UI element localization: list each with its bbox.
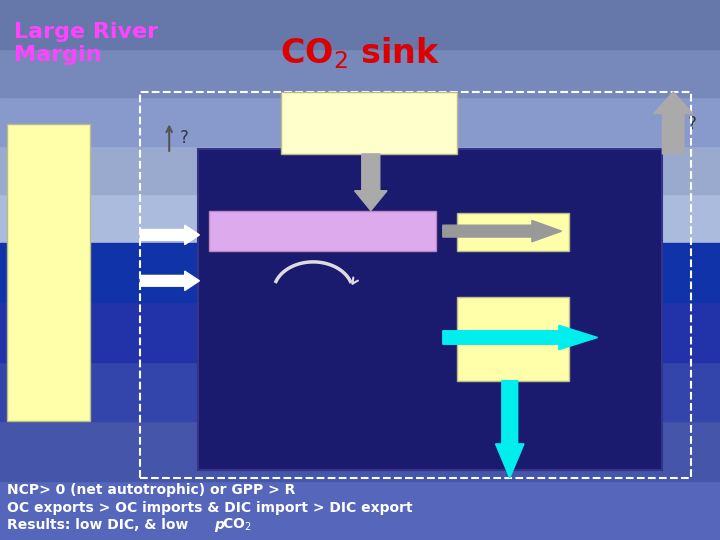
Text: CO$_2$ sink: CO$_2$ sink bbox=[280, 35, 440, 71]
Text: NCP> 0 (net autotrophic) or GPP > R: NCP> 0 (net autotrophic) or GPP > R bbox=[7, 483, 296, 497]
Text: TOC, DIC,: TOC, DIC, bbox=[48, 241, 57, 304]
Bar bbox=[0, 0, 720, 49]
Polygon shape bbox=[443, 325, 598, 350]
Bar bbox=[0, 362, 720, 421]
Bar bbox=[0, 97, 720, 146]
Polygon shape bbox=[355, 154, 387, 211]
Bar bbox=[209, 211, 436, 251]
Text: OC: OC bbox=[464, 354, 484, 367]
Bar bbox=[0, 194, 720, 243]
Text: Large River
Margin: Large River Margin bbox=[14, 22, 158, 65]
Bar bbox=[0, 302, 720, 362]
Polygon shape bbox=[140, 271, 199, 291]
Bar bbox=[0, 243, 720, 302]
Text: ?: ? bbox=[688, 115, 696, 133]
Text: Net Autotrophic: Net Autotrophic bbox=[250, 224, 395, 238]
Bar bbox=[7, 124, 90, 421]
Text: CO$_2$ deficit: CO$_2$ deficit bbox=[349, 292, 423, 308]
FancyBboxPatch shape bbox=[198, 148, 662, 470]
Text: CO$_2$: CO$_2$ bbox=[222, 517, 251, 533]
Text: ex: ex bbox=[509, 234, 520, 243]
Text: Results: low DIC, & low: Results: low DIC, & low bbox=[7, 518, 194, 532]
Text: OC exports > OC imports & DIC import > DIC export: OC exports > OC imports & DIC import > D… bbox=[7, 501, 413, 515]
Text: High: High bbox=[464, 308, 497, 321]
Bar bbox=[0, 421, 720, 481]
Polygon shape bbox=[495, 381, 524, 478]
Text: ?: ? bbox=[180, 129, 189, 147]
Bar bbox=[0, 49, 720, 97]
Text: p: p bbox=[215, 518, 225, 532]
Text: Low DIC: Low DIC bbox=[464, 226, 521, 239]
Polygon shape bbox=[443, 220, 562, 242]
Bar bbox=[457, 297, 569, 381]
Bar bbox=[281, 92, 457, 154]
Polygon shape bbox=[140, 225, 199, 245]
Text: ex: ex bbox=[480, 362, 491, 371]
Text: uptake by
planktons: uptake by planktons bbox=[338, 109, 400, 137]
Text: (labile): (labile) bbox=[464, 329, 514, 342]
Text: River Inputs: River Inputs bbox=[60, 232, 73, 313]
Text: high DIN: high DIN bbox=[33, 246, 42, 300]
Polygon shape bbox=[654, 92, 693, 154]
Text: River Plume: River Plume bbox=[241, 392, 392, 413]
Bar bbox=[0, 146, 720, 194]
Bar bbox=[457, 213, 569, 251]
Bar bbox=[0, 481, 720, 540]
